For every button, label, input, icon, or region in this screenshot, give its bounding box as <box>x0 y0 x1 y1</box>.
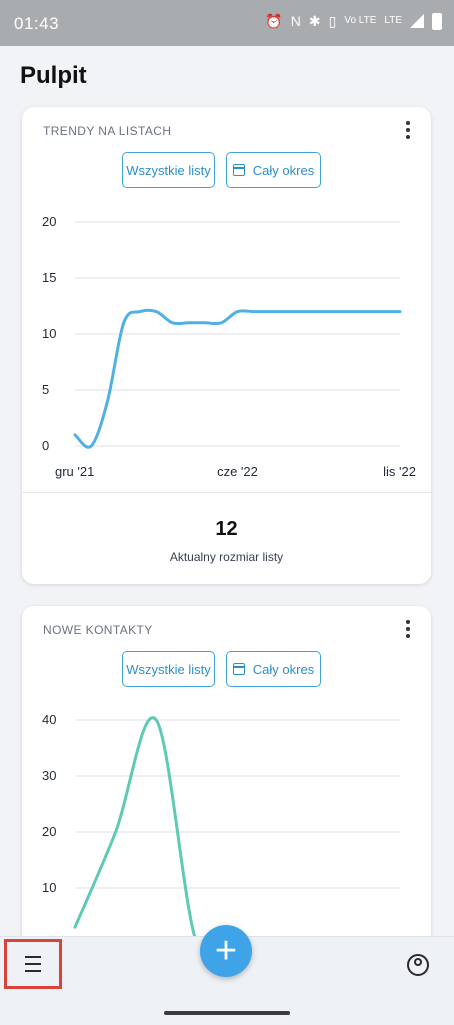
status-icons: ⏰ N ✱ ▯ Vo LTE LTE <box>265 12 442 30</box>
home-indicator[interactable] <box>164 1011 290 1015</box>
series-line <box>73 308 402 449</box>
battery-icon <box>432 12 442 30</box>
add-button[interactable]: + <box>200 925 252 977</box>
page-title: Pulpit <box>20 62 87 89</box>
new-contacts-chart: 10 20 30 40 <box>42 712 402 946</box>
current-list-size-value: 12 <box>215 518 238 540</box>
y-tick-label: 30 <box>42 768 56 783</box>
all-lists-filter-button[interactable]: Wszystkie listy <box>122 152 215 188</box>
bluetooth-icon: ✱ <box>308 13 321 29</box>
trends-chart: 0 5 10 15 20 gru '21 cze '22 lis '22 <box>42 214 416 479</box>
hamburger-icon[interactable] <box>4 939 62 989</box>
card-title: TRENDY NA LISTACH <box>43 124 172 138</box>
y-tick-label: 5 <box>42 382 49 397</box>
vibrate-icon: ▯ <box>328 13 337 29</box>
card-divider <box>22 492 431 493</box>
filter-lists-label: Wszystkie listy <box>126 661 211 677</box>
y-tick-label: 15 <box>42 270 56 285</box>
x-tick-label: gru '21 <box>55 464 94 479</box>
period-filter-button[interactable]: Cały okres <box>226 152 321 188</box>
status-time: 01:43 <box>14 14 60 33</box>
lte-signal-icon <box>410 14 424 28</box>
y-tick-label: 20 <box>42 214 56 229</box>
all-lists-filter-button[interactable]: Wszystkie listy <box>122 651 215 687</box>
period-filter-button[interactable]: Cały okres <box>226 651 321 687</box>
x-tick-label: lis '22 <box>383 464 416 479</box>
volte-icon: Vo LTE <box>344 15 377 26</box>
y-tick-label: 40 <box>42 712 56 727</box>
nfc-icon: N <box>290 13 301 29</box>
current-list-size-label: Aktualny rozmiar listy <box>169 550 284 564</box>
more-options-icon[interactable] <box>403 121 413 141</box>
calendar-icon <box>232 663 245 675</box>
y-tick-label: 0 <box>42 438 49 453</box>
filter-period-label: Cały okres <box>252 162 315 178</box>
more-options-icon[interactable] <box>403 620 413 640</box>
y-tick-label: 10 <box>42 326 56 341</box>
filter-period-label: Cały okres <box>252 661 315 677</box>
card-title: NOWE KONTAKTY <box>43 623 153 637</box>
x-tick-label: cze '22 <box>217 464 258 479</box>
status-bar: 01:43 ⏰ N ✱ ▯ Vo LTE LTE <box>0 0 454 46</box>
bottom-navigation-bar: + <box>0 925 454 1025</box>
alarm-icon: ⏰ <box>265 13 283 29</box>
calendar-icon <box>232 164 245 176</box>
lte-label: LTE <box>384 15 402 26</box>
filter-lists-label: Wszystkie listy <box>126 162 211 178</box>
trends-card: TRENDY NA LISTACH Wszystkie listy Cały o… <box>22 107 431 584</box>
user-circle-icon[interactable] <box>407 954 429 976</box>
new-contacts-card: NOWE KONTAKTY Wszystkie listy Cały okres… <box>22 606 431 946</box>
y-tick-label: 10 <box>42 880 56 895</box>
y-tick-label: 20 <box>42 824 56 839</box>
